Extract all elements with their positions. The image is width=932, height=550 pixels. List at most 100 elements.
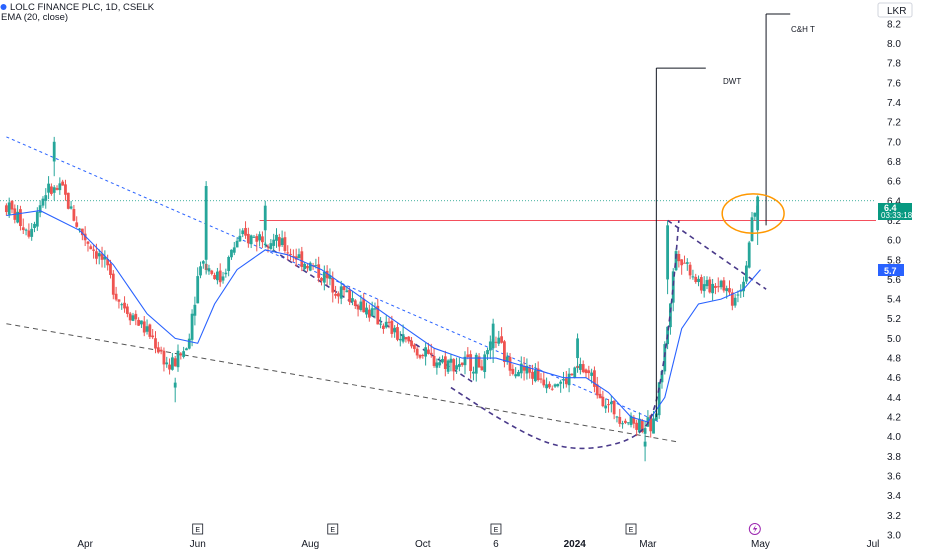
candle-body[interactable] <box>120 304 124 306</box>
candle-body[interactable] <box>261 236 264 243</box>
candle-body[interactable] <box>142 321 146 333</box>
candle-body[interactable] <box>328 275 332 279</box>
candle-body[interactable] <box>156 347 160 353</box>
candle-body[interactable] <box>688 264 692 276</box>
candle-body[interactable] <box>570 373 574 376</box>
candle-body[interactable] <box>165 362 169 365</box>
plot-area[interactable] <box>0 13 876 462</box>
candle-body[interactable] <box>258 234 262 241</box>
candle-body[interactable] <box>283 237 287 251</box>
candle-body[interactable] <box>266 246 270 248</box>
candle-body[interactable] <box>58 183 62 191</box>
candle-body[interactable] <box>452 359 456 372</box>
candle-body[interactable] <box>491 323 495 349</box>
candle-body[interactable] <box>742 281 745 292</box>
candle-body[interactable] <box>111 273 115 295</box>
candle-body[interactable] <box>660 371 664 383</box>
candle-body[interactable] <box>396 327 399 340</box>
candle-body[interactable] <box>100 253 104 260</box>
candle-body[interactable] <box>497 337 501 344</box>
candle-body[interactable] <box>370 308 374 317</box>
candle-body[interactable] <box>635 422 639 430</box>
candle-body[interactable] <box>545 384 549 389</box>
candle-body[interactable] <box>193 304 197 316</box>
candle-body[interactable] <box>140 320 143 325</box>
candle-body[interactable] <box>581 364 585 372</box>
candle-body[interactable] <box>365 307 368 315</box>
candle-body[interactable] <box>342 286 346 291</box>
candle-body[interactable] <box>424 347 428 357</box>
candle-body[interactable] <box>640 420 644 432</box>
candle-body[interactable] <box>125 306 129 314</box>
candle-body[interactable] <box>322 271 326 283</box>
candle-body[interactable] <box>201 261 205 264</box>
candle-body[interactable] <box>384 321 388 328</box>
candle-body[interactable] <box>314 265 318 267</box>
candle-body[interactable] <box>52 187 56 193</box>
candle-body[interactable] <box>595 384 599 396</box>
earnings-event-marker[interactable] <box>192 523 204 535</box>
candle-body[interactable] <box>525 365 529 374</box>
candle-body[interactable] <box>75 222 79 227</box>
candle-body[interactable] <box>86 241 90 244</box>
candle-body[interactable] <box>117 299 121 302</box>
candle-body[interactable] <box>573 367 577 378</box>
candle-body[interactable] <box>404 337 408 340</box>
candle-body[interactable] <box>176 350 180 368</box>
candle-body[interactable] <box>196 276 200 304</box>
candle-body[interactable] <box>173 382 177 388</box>
candle-body[interactable] <box>235 240 239 248</box>
price-axis[interactable]: LKR 3.0 3.2 3.4 3.6 3.8 4.0 4.2 4.4 4.6 4.8 5.0 5.2… <box>877 2 913 542</box>
candle-body[interactable] <box>733 297 737 306</box>
candle-body[interactable] <box>685 262 689 264</box>
trendline[interactable] <box>667 219 767 290</box>
candle-body[interactable] <box>410 340 413 347</box>
trendline[interactable] <box>6 323 677 443</box>
candle-body[interactable] <box>210 270 214 274</box>
candle-body[interactable] <box>33 223 36 228</box>
candle-body[interactable] <box>123 302 126 309</box>
candle-body[interactable] <box>218 270 222 283</box>
candle-body[interactable] <box>407 336 411 342</box>
candle-body[interactable] <box>629 415 633 426</box>
candle-body[interactable] <box>578 363 582 370</box>
candle-body[interactable] <box>536 368 540 381</box>
candle-body[interactable] <box>308 262 312 271</box>
candle-body[interactable] <box>590 372 594 376</box>
candle-body[interactable] <box>393 327 397 333</box>
candle-body[interactable] <box>159 349 163 352</box>
candle-body[interactable] <box>95 251 98 259</box>
candle-body[interactable] <box>666 225 669 280</box>
candle-body[interactable] <box>480 366 484 371</box>
candle-body[interactable] <box>669 303 672 328</box>
trendline[interactable] <box>264 244 474 384</box>
candle-body[interactable] <box>699 277 703 291</box>
candle-body[interactable] <box>252 236 256 238</box>
candle-body[interactable] <box>725 288 729 292</box>
candle-body[interactable] <box>612 400 616 415</box>
candle-body[interactable] <box>275 234 278 241</box>
candle-body[interactable] <box>213 274 216 280</box>
candle-body[interactable] <box>567 373 571 386</box>
candle-body[interactable] <box>289 253 292 255</box>
candle-body[interactable] <box>24 229 28 231</box>
candle-body[interactable] <box>539 378 543 380</box>
candle-body[interactable] <box>227 256 231 272</box>
candle-body[interactable] <box>83 233 87 241</box>
candle-body[interactable] <box>643 441 647 447</box>
candle-body[interactable] <box>474 354 478 374</box>
candle-body[interactable] <box>52 141 56 162</box>
candle-body[interactable] <box>621 423 624 425</box>
candle-body[interactable] <box>348 289 352 303</box>
candle-body[interactable] <box>154 338 157 349</box>
candle-body[interactable] <box>320 277 323 281</box>
candle-body[interactable] <box>533 370 537 382</box>
candle-body[interactable] <box>27 230 31 237</box>
candle-body[interactable] <box>66 192 70 209</box>
candle-body[interactable] <box>469 354 473 372</box>
candle-body[interactable] <box>711 283 715 294</box>
candle-body[interactable] <box>35 211 39 227</box>
candle-body[interactable] <box>438 362 442 366</box>
candle-body[interactable] <box>185 348 188 351</box>
candle-body[interactable] <box>162 350 166 365</box>
